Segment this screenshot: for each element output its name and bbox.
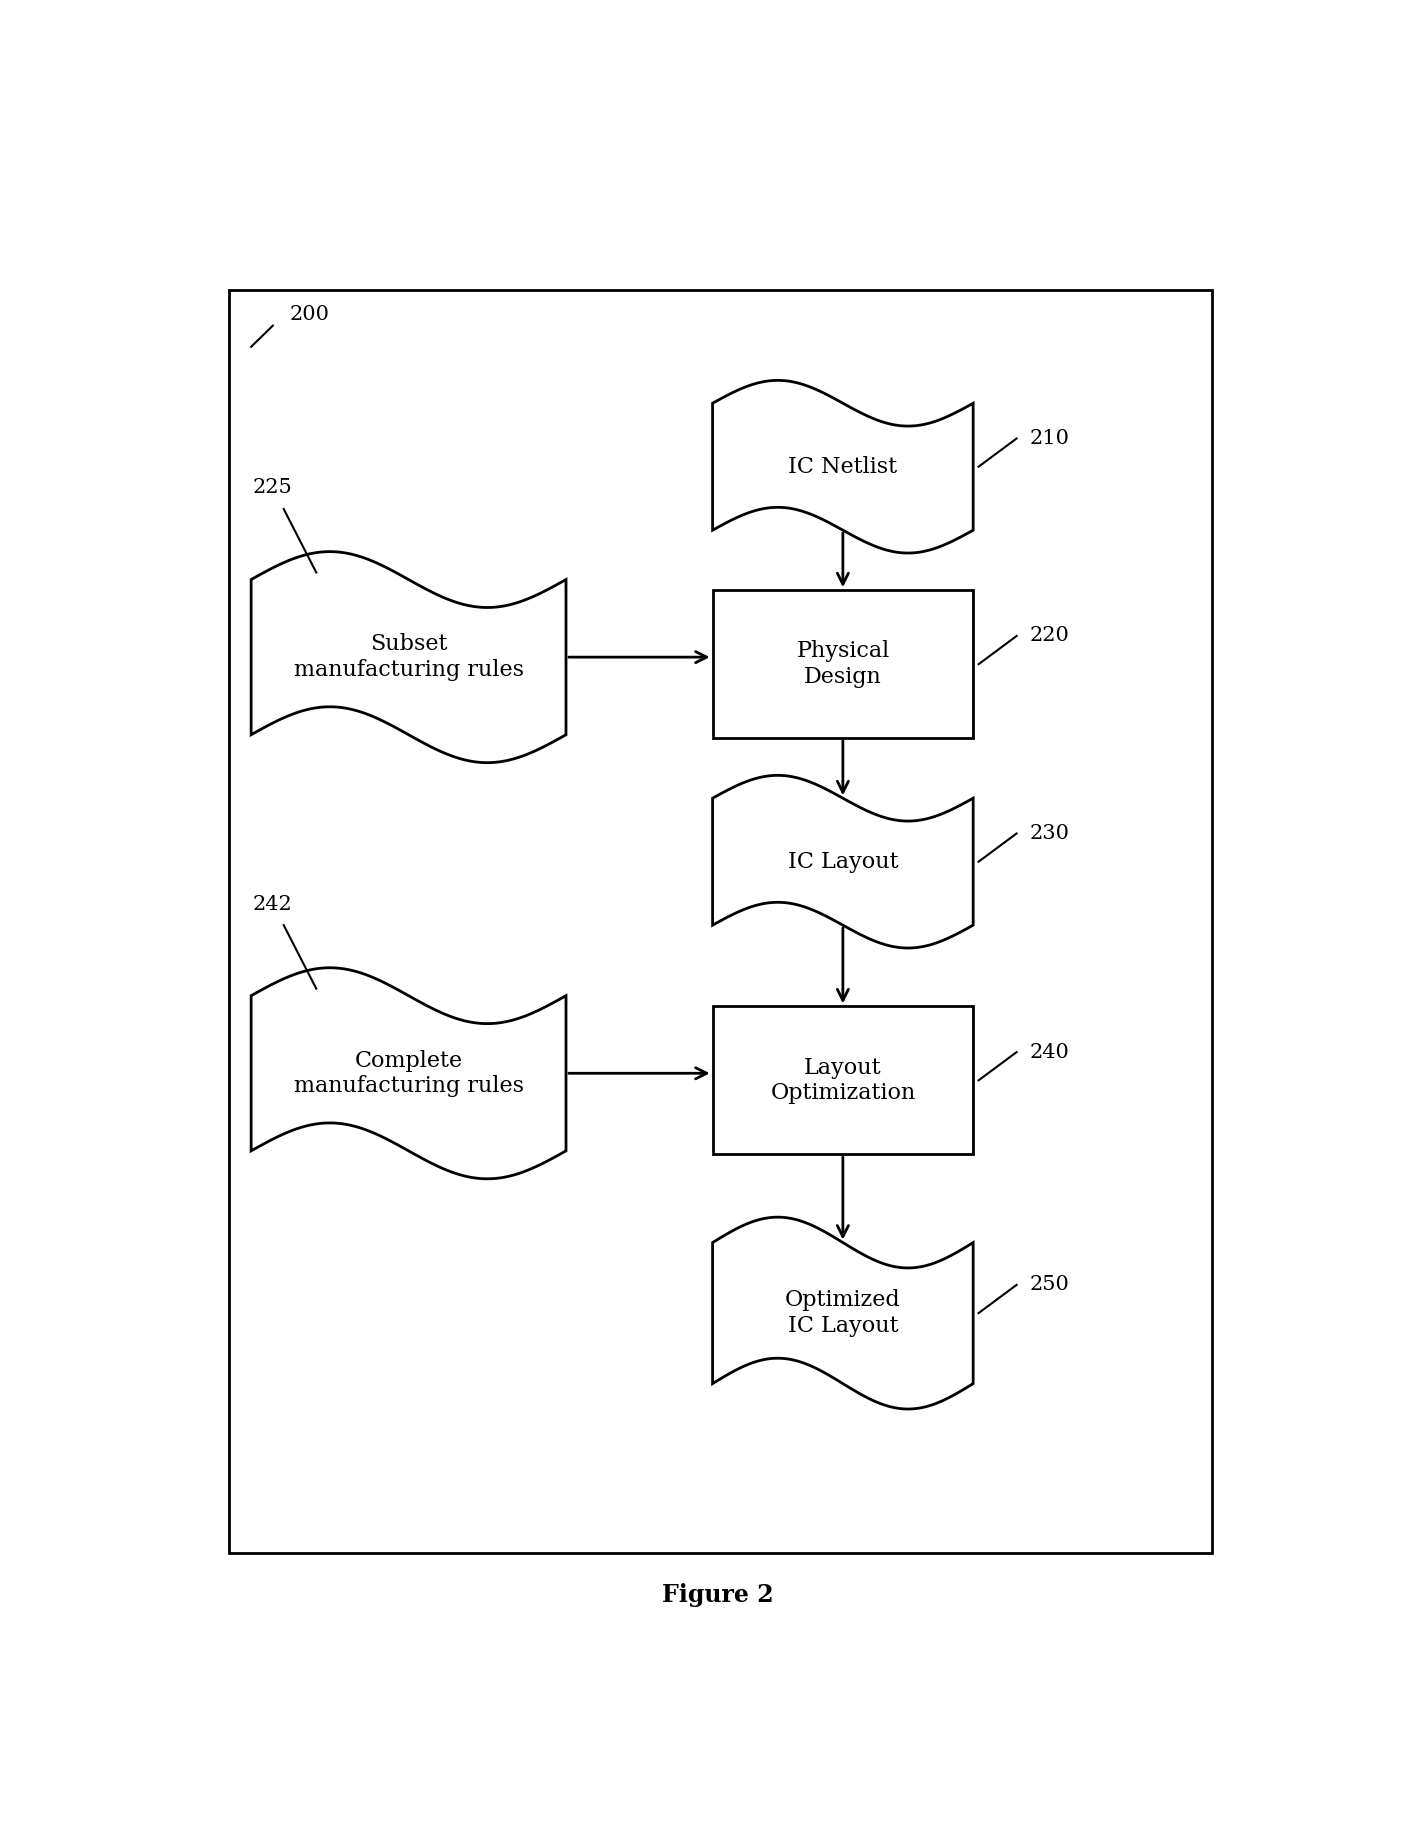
Text: 240: 240 bbox=[1030, 1042, 1069, 1061]
Polygon shape bbox=[713, 381, 974, 553]
Text: 200: 200 bbox=[289, 304, 329, 324]
Text: IC Netlist: IC Netlist bbox=[789, 456, 898, 478]
Text: Optimized
IC Layout: Optimized IC Layout bbox=[785, 1290, 901, 1337]
Text: 230: 230 bbox=[1030, 824, 1069, 843]
Text: 220: 220 bbox=[1030, 627, 1069, 645]
Text: Layout
Optimization: Layout Optimization bbox=[771, 1057, 915, 1105]
Bar bbox=[713, 1006, 974, 1154]
Text: 225: 225 bbox=[254, 478, 293, 496]
Text: 250: 250 bbox=[1030, 1275, 1069, 1295]
Polygon shape bbox=[713, 1216, 974, 1409]
Text: 242: 242 bbox=[254, 894, 293, 914]
Text: Figure 2: Figure 2 bbox=[663, 1583, 773, 1607]
Text: Subset
manufacturing rules: Subset manufacturing rules bbox=[294, 634, 524, 682]
Polygon shape bbox=[251, 551, 566, 762]
Polygon shape bbox=[251, 967, 566, 1178]
Polygon shape bbox=[713, 775, 974, 947]
Bar bbox=[230, 289, 1212, 1554]
Text: 210: 210 bbox=[1030, 429, 1069, 449]
Text: IC Layout: IC Layout bbox=[787, 850, 898, 872]
Text: Complete
manufacturing rules: Complete manufacturing rules bbox=[294, 1050, 524, 1097]
Text: Physical
Design: Physical Design bbox=[796, 641, 890, 687]
Bar bbox=[713, 590, 974, 738]
